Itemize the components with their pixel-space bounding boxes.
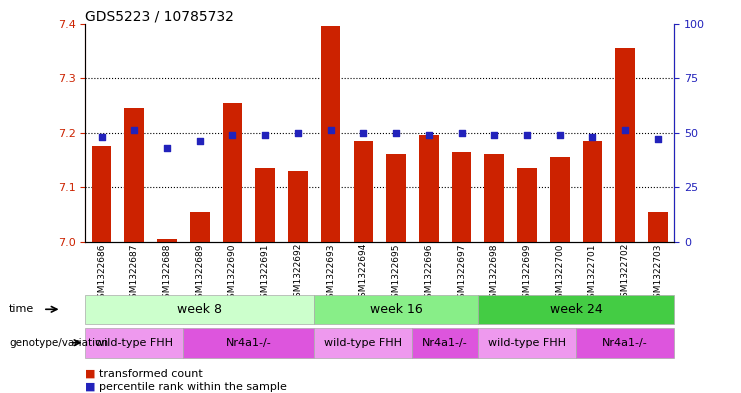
Bar: [615, 48, 635, 242]
Bar: [157, 239, 177, 242]
Point: [652, 136, 664, 142]
Text: Nr4a1-/-: Nr4a1-/-: [422, 338, 468, 348]
Point: [423, 132, 435, 138]
Point: [521, 132, 533, 138]
Bar: [256, 168, 275, 242]
Bar: [124, 108, 144, 242]
Point: [194, 138, 206, 145]
Bar: [517, 168, 536, 242]
Point: [325, 127, 336, 134]
Text: ■: ■: [85, 382, 96, 392]
Text: ■: ■: [85, 369, 96, 379]
Point: [587, 134, 599, 140]
Text: wild-type FHH: wild-type FHH: [325, 338, 402, 348]
Bar: [222, 103, 242, 242]
Text: GDS5223 / 10785732: GDS5223 / 10785732: [85, 10, 234, 24]
Point: [554, 132, 565, 138]
Bar: [190, 212, 210, 242]
Bar: [648, 212, 668, 242]
Bar: [419, 135, 439, 242]
Point: [456, 129, 468, 136]
Point: [619, 127, 631, 134]
Text: time: time: [9, 305, 34, 314]
Point: [391, 129, 402, 136]
Text: wild-type FHH: wild-type FHH: [96, 338, 173, 348]
Point: [96, 134, 107, 140]
Text: Nr4a1-/-: Nr4a1-/-: [602, 338, 648, 348]
Bar: [288, 171, 308, 242]
Point: [227, 132, 239, 138]
Bar: [353, 141, 373, 242]
Bar: [582, 141, 602, 242]
Text: week 16: week 16: [370, 303, 422, 316]
Text: percentile rank within the sample: percentile rank within the sample: [99, 382, 287, 392]
Point: [259, 132, 271, 138]
Bar: [485, 154, 504, 242]
Bar: [321, 26, 341, 242]
Point: [488, 132, 500, 138]
Bar: [550, 157, 570, 242]
Point: [357, 129, 369, 136]
Point: [292, 129, 304, 136]
Bar: [452, 152, 471, 242]
Bar: [386, 154, 406, 242]
Point: [161, 145, 173, 151]
Text: transformed count: transformed count: [99, 369, 202, 379]
Point: [128, 127, 140, 134]
Text: week 24: week 24: [550, 303, 602, 316]
Text: genotype/variation: genotype/variation: [9, 338, 108, 348]
Text: Nr4a1-/-: Nr4a1-/-: [226, 338, 272, 348]
Bar: [92, 146, 111, 242]
Text: wild-type FHH: wild-type FHH: [488, 338, 566, 348]
Text: week 8: week 8: [177, 303, 222, 316]
